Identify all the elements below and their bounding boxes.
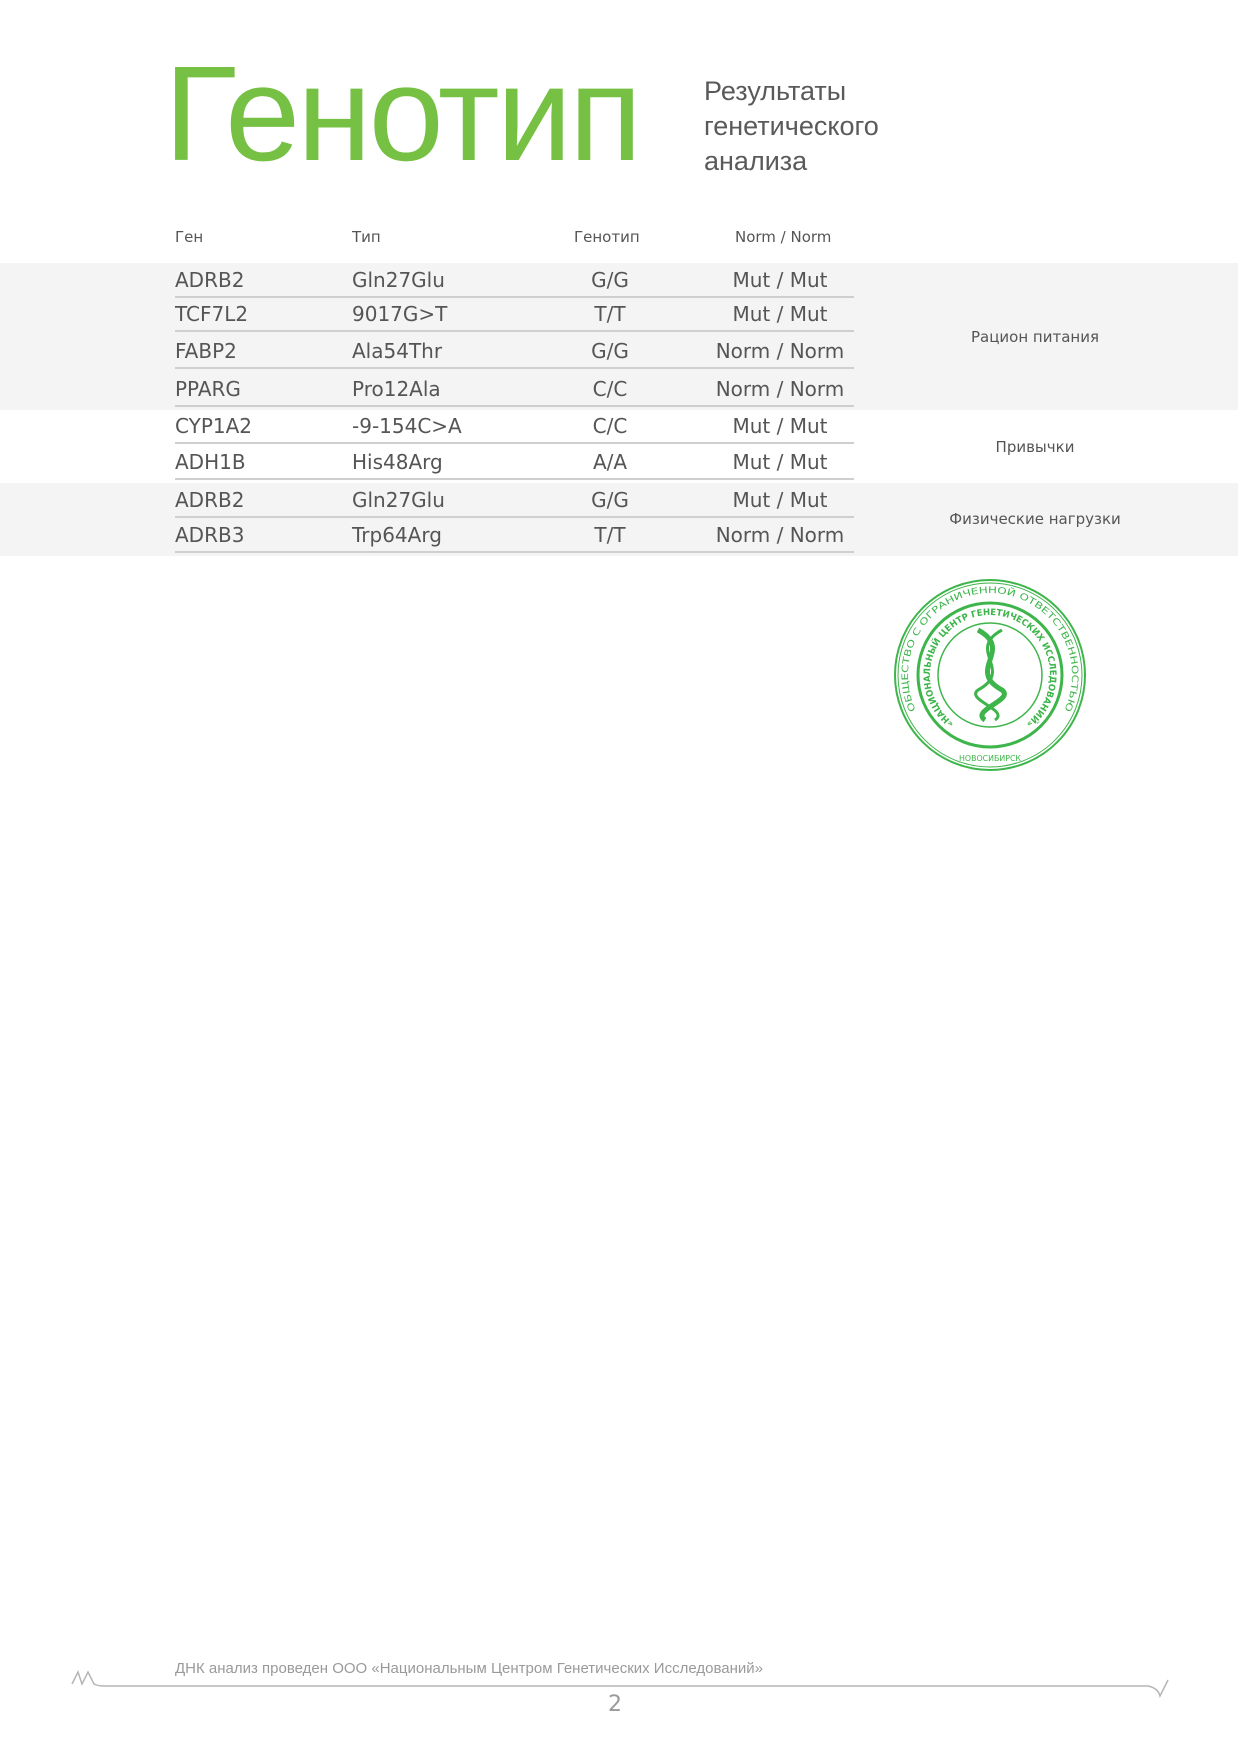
table-row: ADRB2 Gln27Glu G/G Mut / Mut [0, 263, 1241, 298]
cell-result: Norm / Norm [715, 377, 845, 401]
cell-type: His48Arg [352, 450, 443, 474]
cell-result: Norm / Norm [715, 339, 845, 363]
svg-text:НОВОСИБИРСК: НОВОСИБИРСК [959, 754, 1021, 763]
group-band-exercise [0, 483, 1238, 556]
cell-result: Mut / Mut [732, 450, 828, 474]
cell-gene: ADH1B [175, 450, 246, 474]
cell-genotype: G/G [591, 268, 629, 292]
cell-type: 9017G>T [352, 302, 448, 326]
subtitle-line: анализа [704, 146, 808, 176]
footer-note: ДНК анализ проведен ООО «Национальным Це… [175, 1660, 763, 1677]
cell-genotype: G/G [591, 339, 629, 363]
cell-gene: ADRB3 [175, 523, 245, 547]
cell-result: Mut / Mut [732, 268, 828, 292]
subtitle-line: Результаты [704, 76, 847, 106]
cell-type: Gln27Glu [352, 488, 445, 512]
row-divider [175, 516, 854, 518]
row-divider [175, 405, 854, 407]
table-row: FABP2 Ala54Thr G/G Norm / Norm [0, 334, 1241, 369]
cell-type: Trp64Arg [352, 523, 442, 547]
dna-helix-icon [974, 627, 1007, 723]
cell-type: Pro12Ala [352, 377, 441, 401]
table-row: TCF7L2 9017G>T T/T Mut / Mut [0, 297, 1241, 332]
column-header-type: Тип [352, 228, 381, 246]
cell-gene: ADRB2 [175, 488, 245, 512]
cell-genotype: T/T [594, 523, 626, 547]
cell-genotype: A/A [592, 450, 628, 474]
cell-genotype: C/C [592, 377, 628, 401]
cell-gene: CYP1A2 [175, 414, 253, 438]
column-header-gene: Ген [175, 228, 204, 246]
cell-gene: PPARG [175, 377, 241, 401]
row-divider [175, 442, 854, 444]
page-title: Генотип [164, 38, 642, 189]
cell-genotype: C/C [592, 414, 628, 438]
table-row: ADRB2 Gln27Glu G/G Mut / Mut [0, 483, 1241, 518]
cell-result: Mut / Mut [732, 414, 828, 438]
column-header-result: Norm / Norm [735, 228, 832, 246]
cell-gene: TCF7L2 [175, 302, 249, 326]
cell-type: Ala54Thr [352, 339, 443, 363]
cell-type: -9-154C>A [352, 414, 462, 438]
page-number: 2 [608, 1692, 622, 1717]
column-header-genotype: Генотип [574, 228, 640, 246]
row-divider [175, 367, 854, 369]
table-row: ADRB3 Trp64Arg T/T Norm / Norm [0, 518, 1241, 553]
company-stamp: ОБЩЕСТВО С ОГРАНИЧЕННОЙ ОТВЕТСТВЕННОСТЬЮ… [894, 579, 1086, 771]
cell-genotype: T/T [594, 302, 626, 326]
table-row: PPARG Pro12Ala C/C Norm / Norm [0, 372, 1241, 407]
subtitle-line: генетического [704, 111, 879, 141]
table-row: CYP1A2 -9-154C>A C/C Mut / Mut [0, 409, 1241, 444]
row-divider [175, 296, 854, 298]
cell-result: Norm / Norm [715, 523, 845, 547]
cell-result: Mut / Mut [732, 488, 828, 512]
category-habits: Привычки [995, 438, 1075, 456]
cell-genotype: G/G [591, 488, 629, 512]
category-diet: Рацион питания [970, 328, 1099, 346]
cell-gene: FABP2 [175, 339, 237, 363]
cell-result: Mut / Mut [732, 302, 828, 326]
table-row: ADH1B His48Arg A/A Mut / Mut [0, 445, 1241, 480]
group-band-diet [0, 263, 1238, 410]
category-exercise: Физические нагрузки [949, 510, 1121, 528]
cell-type: Gln27Glu [352, 268, 445, 292]
footer-divider [71, 1670, 1169, 1699]
page-subtitle: Результаты генетического анализа [704, 74, 1004, 179]
cell-gene: ADRB2 [175, 268, 245, 292]
row-divider [175, 330, 854, 332]
row-divider [175, 551, 854, 553]
row-divider [175, 478, 854, 480]
